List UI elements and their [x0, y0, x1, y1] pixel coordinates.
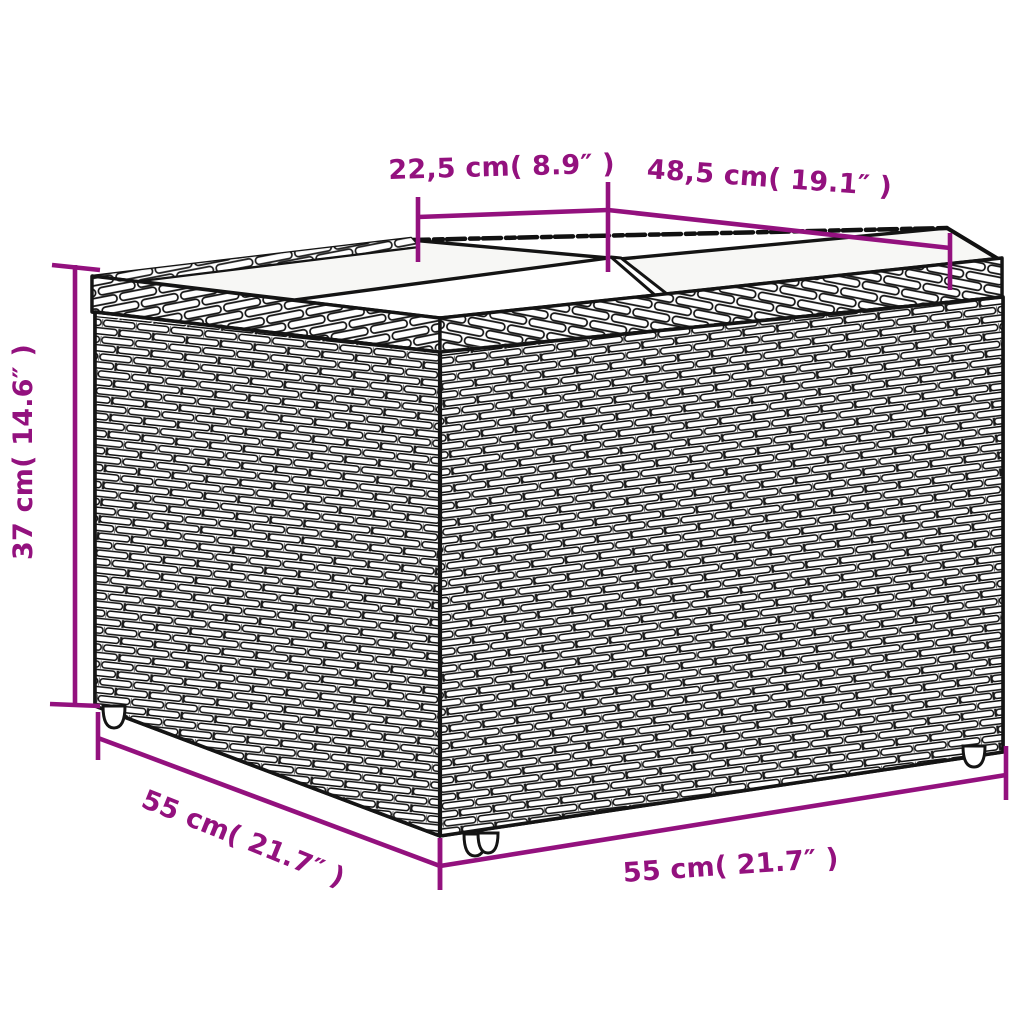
table-body-right-face — [438, 295, 1005, 838]
table-feet — [101, 704, 987, 858]
dimension-line-top-left — [417, 207, 609, 220]
dimension-top-left-group — [415, 182, 611, 272]
dimension-label-glass-panel-left-width: 22,5 cm( 8.9″ ) — [387, 148, 616, 186]
dimension-width-group — [437, 746, 1009, 890]
dimension-line-width — [439, 772, 1007, 869]
dimension-top-right-group — [607, 207, 953, 290]
foot-front-left — [101, 704, 127, 730]
foot-right-mid — [476, 831, 500, 855]
foot-back-right — [961, 744, 987, 769]
dimension-height-group — [49, 262, 101, 709]
dimension-line-depth — [97, 735, 441, 869]
dimension-line-top-right — [607, 207, 951, 251]
dimension-label-table-height: 37 cm( 14.6″ ) — [8, 343, 39, 560]
